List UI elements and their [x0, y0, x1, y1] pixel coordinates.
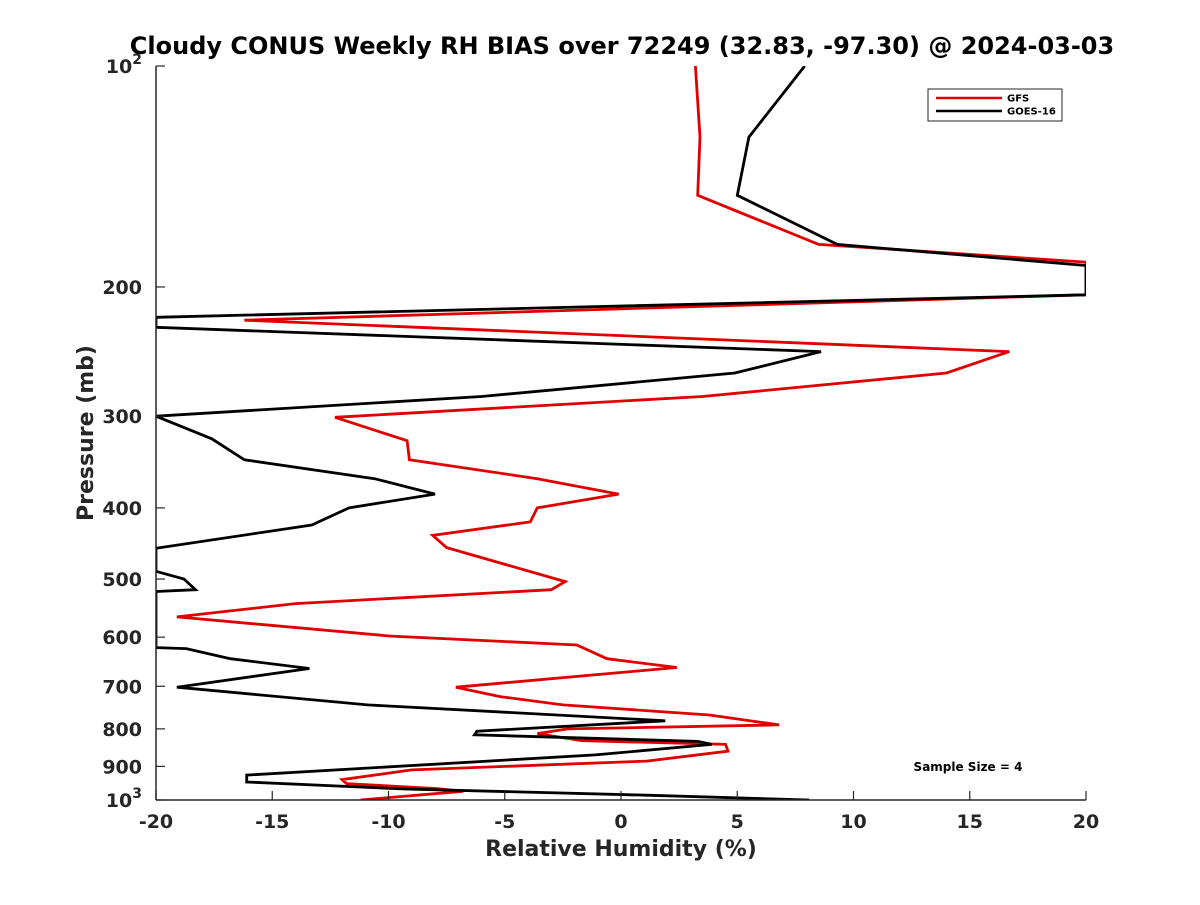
y-tick-label: 900: [102, 756, 142, 778]
x-tick-label: 0: [614, 811, 627, 833]
y-tick-label-base: 600: [102, 627, 142, 649]
x-tick-label: -10: [371, 811, 405, 833]
y-tick-label: 600: [102, 627, 142, 649]
legend-label-gfs: GFS: [1007, 94, 1029, 105]
sample-size-annotation: Sample Size = 4: [914, 760, 1023, 774]
y-tick-label-base: 400: [102, 498, 142, 520]
x-tick-label: -5: [494, 811, 515, 833]
y-tick-label-base: 10: [106, 56, 132, 78]
plot-area: [156, 66, 1086, 800]
series-line-gfs: [176, 66, 1086, 800]
y-tick-label-base: 800: [102, 719, 142, 741]
x-axis-ticks: -20 -15 -10 -5 0 5 10 15 20: [139, 791, 1099, 833]
x-tick-label: -15: [255, 811, 289, 833]
x-tick-label: 20: [1073, 811, 1099, 833]
y-tick-label-base: 900: [102, 756, 142, 778]
series-layer: [156, 66, 1086, 800]
y-tick-label-base: 300: [102, 406, 142, 428]
y-tick-label-base: 700: [102, 676, 142, 698]
x-axis-label: Relative Humidity (%): [485, 837, 757, 862]
legend-label-goes-16: GOES-16: [1007, 107, 1056, 118]
legend: GFS GOES-16: [927, 88, 1063, 122]
y-tick-label: 300: [102, 406, 142, 428]
x-tick-label: -20: [139, 811, 173, 833]
x-tick-label: 5: [731, 811, 744, 833]
y-tick-label: 102: [106, 52, 142, 78]
chart-title: Cloudy CONUS Weekly RH BIAS over 72249 (…: [130, 32, 1114, 60]
y-tick-label: 800: [102, 719, 142, 741]
legend-box: [927, 88, 1063, 122]
y-tick-label: 700: [102, 676, 142, 698]
y-tick-label: 500: [102, 569, 142, 591]
y-tick-label-exponent: 2: [132, 52, 142, 68]
y-tick-label: 103: [106, 786, 142, 812]
y-tick-label: 400: [102, 498, 142, 520]
y-tick-label-base: 200: [102, 277, 142, 299]
x-tick-label: 10: [840, 811, 866, 833]
y-tick-label: 200: [102, 277, 142, 299]
y-tick-label-base: 500: [102, 569, 142, 591]
y-axis-label: Pressure (mb): [74, 345, 99, 521]
series-line-goes-16: [156, 66, 1086, 800]
x-tick-label: 15: [957, 811, 983, 833]
y-tick-label-exponent: 3: [132, 786, 142, 802]
y-tick-label-base: 10: [106, 790, 132, 812]
